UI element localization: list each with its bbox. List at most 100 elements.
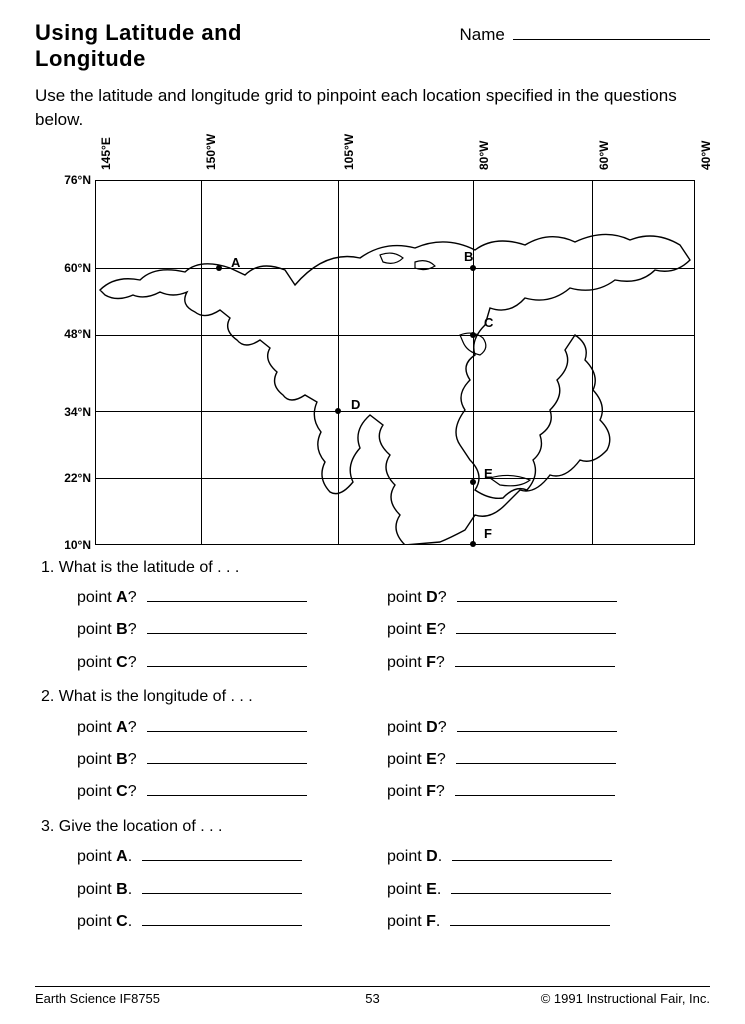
- answer-blank[interactable]: [147, 601, 307, 602]
- answer-blank[interactable]: [451, 893, 611, 894]
- answer-label: point A.: [77, 842, 132, 872]
- latitude-label: 34°N: [59, 405, 91, 419]
- map-grid: ABCDEF: [95, 180, 695, 545]
- answer-label: point E?: [387, 745, 446, 775]
- footer-left: Earth Science IF8755: [35, 991, 160, 1006]
- answer-label: point A?: [77, 713, 137, 743]
- question-2: 2. What is the longitude of . . . point …: [35, 682, 710, 810]
- map-point-label-E: E: [484, 466, 493, 481]
- gridline-horizontal: [96, 335, 694, 336]
- answer-row: point E?: [387, 615, 697, 645]
- name-blank[interactable]: [513, 39, 710, 40]
- longitude-label: 40°W: [699, 140, 713, 169]
- answer-blank[interactable]: [457, 731, 617, 732]
- answer-label: point D?: [387, 583, 447, 613]
- q1-num: 1.: [41, 559, 54, 576]
- answer-blank[interactable]: [142, 925, 302, 926]
- answer-blank[interactable]: [147, 633, 307, 634]
- answer-row: point C.: [77, 907, 387, 937]
- page-number: 53: [365, 991, 379, 1006]
- latitude-label: 22°N: [59, 471, 91, 485]
- gridline-vertical: [201, 181, 202, 544]
- answer-label: point D?: [387, 713, 447, 743]
- answer-column: point D?point E?point F?: [387, 583, 697, 680]
- gridline-vertical: [473, 181, 474, 544]
- question-3: 3. Give the location of . . . point A.po…: [35, 812, 710, 940]
- map-point-label-F: F: [484, 526, 492, 541]
- answer-blank[interactable]: [142, 860, 302, 861]
- answer-column: point D.point E.point F.: [387, 842, 697, 939]
- map-point-label-B: B: [464, 249, 473, 264]
- answer-blank[interactable]: [452, 860, 612, 861]
- answer-blank[interactable]: [455, 795, 615, 796]
- answer-row: point D.: [387, 842, 697, 872]
- footer-right: © 1991 Instructional Fair, Inc.: [541, 991, 710, 1006]
- q3-text: Give the location of . . .: [59, 818, 223, 835]
- answer-row: point B?: [77, 615, 387, 645]
- latitude-label: 10°N: [59, 538, 91, 552]
- answer-blank[interactable]: [455, 666, 615, 667]
- answer-column: point D?point E?point F?: [387, 713, 697, 810]
- longitude-label: 150°W: [204, 133, 218, 169]
- answer-label: point B.: [77, 875, 132, 905]
- answer-blank[interactable]: [147, 666, 307, 667]
- question-1: 1. What is the latitude of . . . point A…: [35, 553, 710, 681]
- name-label: Name: [460, 25, 505, 45]
- q3-answers: point A.point B.point C.point D.point E.…: [77, 842, 710, 939]
- answer-label: point C?: [77, 648, 137, 678]
- answer-row: point C?: [77, 777, 387, 807]
- gridline-vertical: [338, 181, 339, 544]
- answer-label: point F?: [387, 777, 445, 807]
- answer-column: point A.point B.point C.: [77, 842, 387, 939]
- answer-row: point A.: [77, 842, 387, 872]
- answer-row: point F?: [387, 648, 697, 678]
- answer-label: point F?: [387, 648, 445, 678]
- answer-label: point D.: [387, 842, 442, 872]
- answer-row: point F.: [387, 907, 697, 937]
- longitude-label: 145°E: [99, 137, 113, 170]
- answer-blank[interactable]: [450, 925, 610, 926]
- answer-blank[interactable]: [456, 633, 616, 634]
- q2-answers: point A?point B?point C?point D?point E?…: [77, 713, 710, 810]
- longitude-label: 105°W: [342, 133, 356, 169]
- answer-column: point A?point B?point C?: [77, 583, 387, 680]
- q3-num: 3.: [41, 818, 54, 835]
- longitude-label: 80°W: [477, 140, 491, 169]
- map-point-F: [470, 541, 476, 547]
- map-point-C: [470, 332, 476, 338]
- answer-blank[interactable]: [456, 763, 616, 764]
- latitude-label: 76°N: [59, 173, 91, 187]
- answer-row: point B.: [77, 875, 387, 905]
- answer-label: point C?: [77, 777, 137, 807]
- answer-row: point A?: [77, 713, 387, 743]
- header-row: Using Latitude and Longitude Name: [35, 20, 710, 72]
- answer-blank[interactable]: [457, 601, 617, 602]
- answer-label: point A?: [77, 583, 137, 613]
- footer: Earth Science IF8755 53 © 1991 Instructi…: [35, 986, 710, 1006]
- answer-label: point F.: [387, 907, 440, 937]
- answer-blank[interactable]: [142, 893, 302, 894]
- instructions-text: Use the latitude and longitude grid to p…: [35, 84, 710, 132]
- answer-row: point F?: [387, 777, 697, 807]
- answer-label: point E?: [387, 615, 446, 645]
- answer-blank[interactable]: [147, 763, 307, 764]
- answer-row: point A?: [77, 583, 387, 613]
- gridline-horizontal: [96, 478, 694, 479]
- answer-label: point B?: [77, 745, 137, 775]
- q1-text: What is the latitude of . . .: [59, 559, 240, 576]
- answer-row: point E?: [387, 745, 697, 775]
- map-point-B: [470, 265, 476, 271]
- answer-row: point E.: [387, 875, 697, 905]
- answer-blank[interactable]: [147, 731, 307, 732]
- map-point-label-D: D: [351, 397, 360, 412]
- answer-blank[interactable]: [147, 795, 307, 796]
- latitude-label: 60°N: [59, 261, 91, 275]
- answer-row: point B?: [77, 745, 387, 775]
- answer-row: point C?: [77, 648, 387, 678]
- answer-column: point A?point B?point C?: [77, 713, 387, 810]
- q1-answers: point A?point B?point C?point D?point E?…: [77, 583, 710, 680]
- answer-row: point D?: [387, 583, 697, 613]
- map-point-D: [335, 408, 341, 414]
- questions-block: 1. What is the latitude of . . . point A…: [35, 553, 710, 940]
- q2-text: What is the longitude of . . .: [59, 688, 253, 705]
